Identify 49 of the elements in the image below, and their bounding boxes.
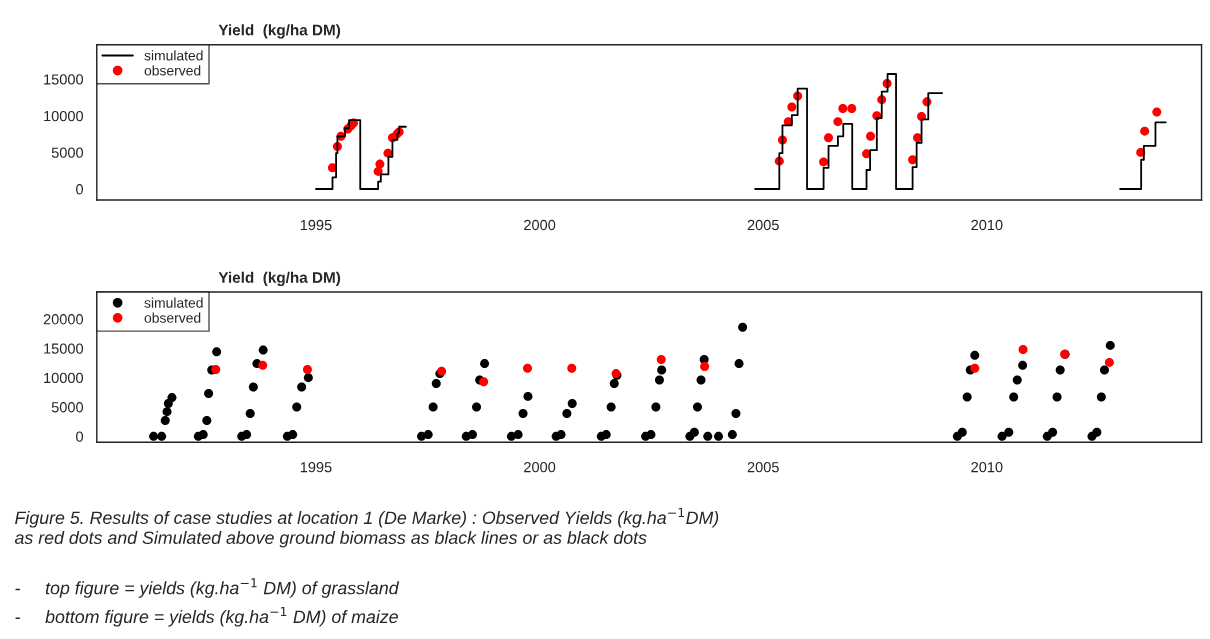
y-tick-label: 15000 — [44, 74, 84, 85]
point — [523, 363, 533, 373]
point — [1140, 126, 1150, 136]
point — [908, 155, 918, 165]
point — [1104, 357, 1114, 367]
point — [567, 363, 577, 373]
point — [787, 102, 797, 112]
point — [375, 159, 385, 169]
y-tick-label: 5000 — [51, 147, 84, 158]
x-tick-label: 1995 — [300, 462, 332, 473]
x-tick-label: 2000 — [524, 219, 556, 231]
point — [866, 131, 876, 141]
point — [970, 363, 980, 373]
point — [838, 103, 848, 113]
legend-label: simulated — [144, 50, 203, 61]
x-tick-label: 2010 — [971, 462, 1003, 473]
y-tick-label: 10000 — [44, 372, 84, 384]
point — [479, 377, 489, 387]
y-tick-label: 0 — [76, 431, 84, 442]
point — [302, 364, 312, 374]
y-tick-label: 20000 — [43, 314, 84, 325]
point — [917, 112, 927, 122]
point — [700, 362, 710, 372]
text: - bottom figure = yields (kg.ha$^{−1}$ DM) of maize — [15, 607, 398, 627]
legend-label: observed — [144, 65, 201, 76]
chart-title: Yield (kg/ha DM) — [218, 24, 341, 39]
point — [1018, 345, 1028, 355]
point — [211, 364, 221, 374]
point — [258, 360, 268, 370]
point — [819, 157, 829, 167]
y-tick-label: 5000 — [51, 402, 84, 413]
y-tick-label: 10000 — [44, 110, 84, 122]
x-tick-label: 2005 — [747, 219, 779, 231]
x-tick-label: 1995 — [300, 219, 332, 231]
y-tick-label: 15000 — [44, 343, 84, 354]
point — [824, 133, 834, 143]
text: Figure 5. Results of case studies at location 1 (De Marke) : Observed Yields (kg.ha$^{−1}$DM) as red dots and Simulated above ground biomass as black lines or as black dots — [14, 508, 719, 548]
y-tick-label: 0 — [76, 184, 84, 195]
chart-title: Yield (kg/ha DM) — [218, 271, 341, 287]
point — [656, 354, 666, 364]
x-tick-label: 2010 — [971, 219, 1003, 231]
x-tick-label: 2000 — [524, 462, 556, 473]
point — [833, 117, 843, 127]
legend-label: simulated — [144, 297, 203, 308]
legend-label: observed — [144, 312, 201, 323]
text: - top figure = yields (kg.ha$^{−1}$ DM) of grassland — [15, 578, 400, 598]
x-tick-label: 2005 — [747, 462, 779, 473]
point — [847, 103, 857, 113]
point — [1152, 107, 1162, 117]
